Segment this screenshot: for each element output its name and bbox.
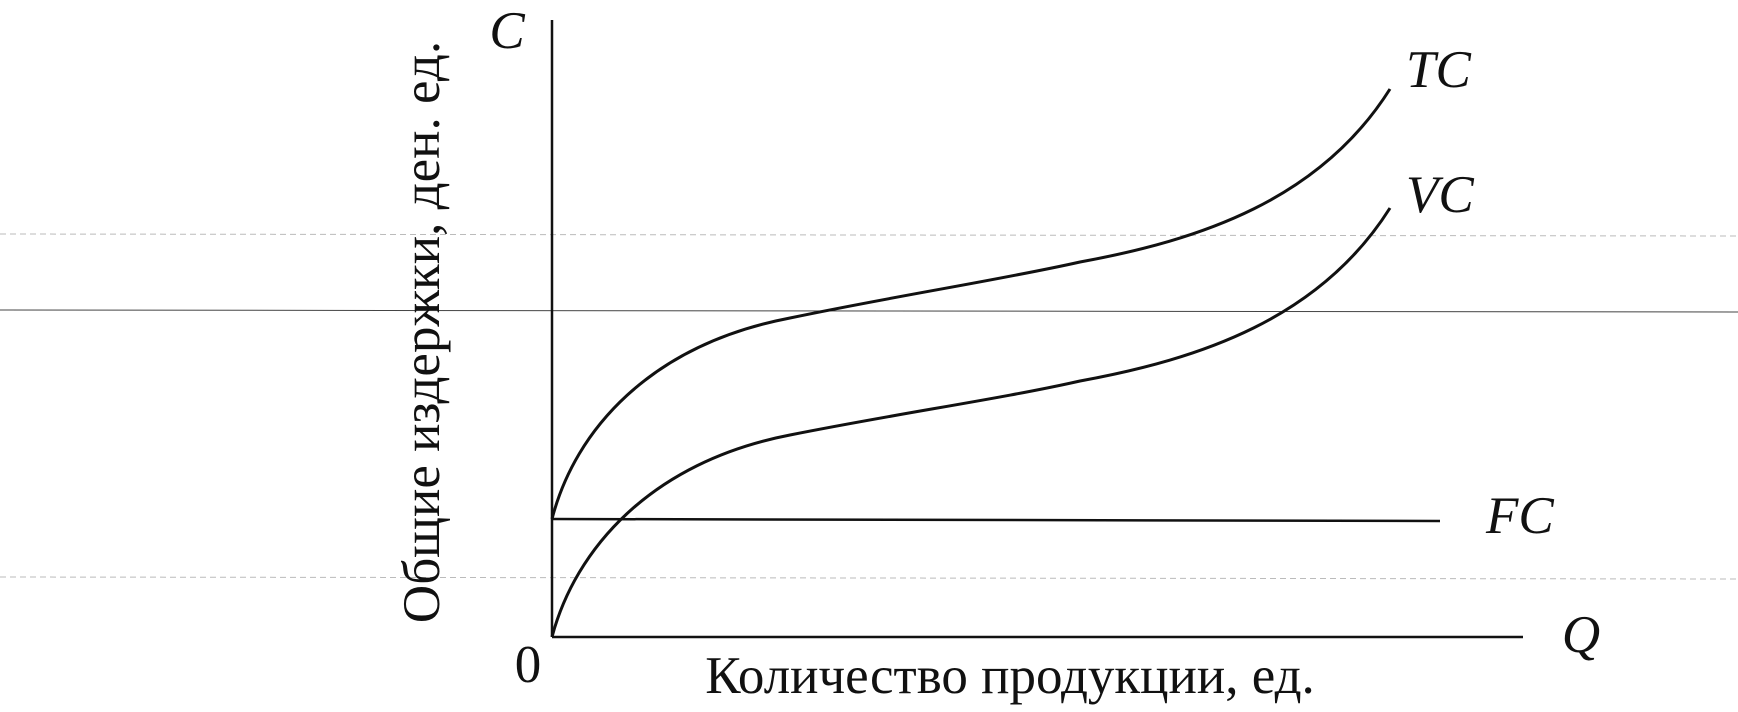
vc-curve bbox=[550, 207, 1392, 638]
curve-label: VC bbox=[1406, 166, 1474, 224]
scan-line bbox=[0, 576, 1738, 580]
scan-line bbox=[0, 309, 1738, 313]
curve-label: FC bbox=[1485, 487, 1554, 545]
x-axis-label: Количество продукции, ед. bbox=[705, 647, 1315, 705]
scan-line bbox=[0, 233, 1738, 237]
y-axis-label: Общие издержки, ден. ед. bbox=[393, 41, 451, 623]
curve-label: TC bbox=[1406, 41, 1471, 99]
tc-curve bbox=[550, 88, 1392, 520]
origin-label: 0 bbox=[515, 636, 542, 694]
x-symbol: Q bbox=[1562, 606, 1600, 664]
y-symbol: C bbox=[489, 2, 525, 60]
fc-curve bbox=[551, 517, 1441, 523]
